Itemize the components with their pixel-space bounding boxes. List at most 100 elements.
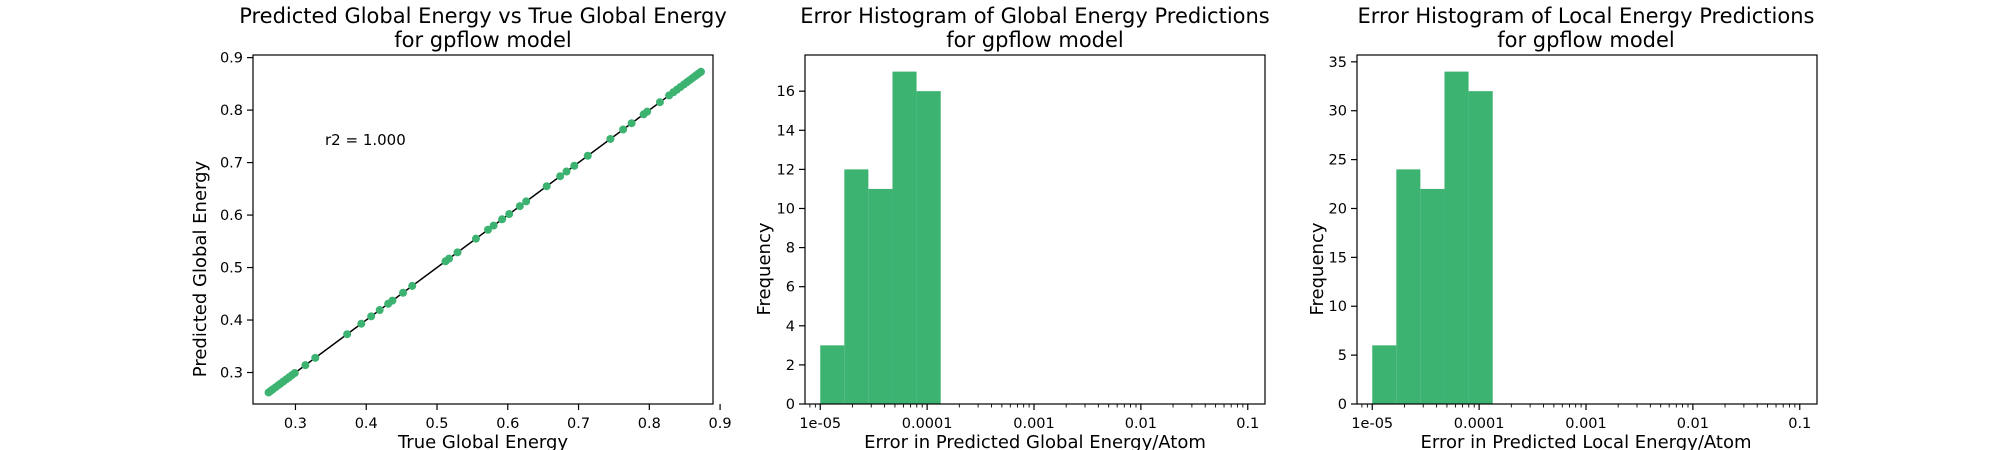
y-tick-label: 30	[1329, 104, 1347, 120]
x-tick-label: 0.3	[284, 416, 307, 432]
y-tick-label: 4	[786, 319, 795, 335]
y-tick-label: 0.5	[220, 261, 243, 277]
title-line: for gpflow model	[946, 28, 1124, 52]
y-tick-label: 0	[1338, 397, 1347, 413]
y-tick-label: 0.6	[220, 208, 243, 224]
scatter-point	[453, 248, 462, 257]
histogram-bar	[1372, 345, 1397, 404]
scatter-point	[498, 215, 507, 224]
scatter-point	[343, 330, 352, 339]
scatter-panel: Predicted Global Energy vs True Global E…	[190, 4, 732, 450]
y-tick-label: 10	[1329, 299, 1347, 315]
y-tick-label: 0.9	[220, 51, 243, 67]
y-tick-label: 15	[1329, 250, 1347, 266]
scatter-title: Predicted Global Energy vs True Global E…	[239, 4, 727, 52]
y-tick-label: 6	[786, 280, 795, 296]
title-line: for gpflow model	[1497, 28, 1675, 52]
axes-frame	[252, 54, 714, 405]
scatter-y-axis-label: Predicted Global Energy	[190, 160, 211, 377]
x-tick-label: 0.7	[567, 416, 590, 432]
scatter-point	[522, 197, 531, 206]
r2-annotation: r2 = 1.000	[325, 131, 406, 149]
x-tick-label: 0.001	[1565, 416, 1607, 432]
scatter-point	[483, 225, 492, 234]
scatter-point	[408, 281, 417, 290]
x-tick-label: 0.4	[355, 416, 378, 432]
scatter-point	[655, 98, 664, 107]
x-tick-label: 0.9	[709, 416, 732, 432]
histogram-bar	[892, 71, 917, 404]
global-histogram-y-axis-label: Frequency	[754, 222, 775, 315]
y-tick-label: 0.7	[220, 156, 243, 172]
scatter-point	[471, 234, 480, 243]
title-line: for gpflow model	[394, 28, 572, 52]
y-tick-label: 0.4	[220, 313, 243, 329]
x-tick-label: 0.1	[1788, 416, 1811, 432]
scatter-point	[301, 361, 310, 370]
title-line: Error Histogram of Global Energy Predict…	[800, 4, 1270, 28]
y-tick-label: 10	[777, 201, 795, 217]
y-tick-label: 8	[786, 241, 795, 257]
scatter-point	[643, 107, 652, 116]
y-tick-label: 20	[1329, 201, 1347, 217]
y-tick-label: 35	[1329, 55, 1347, 71]
x-tick-label: 0.0001	[1454, 416, 1505, 432]
x-tick-label: 0.0001	[902, 416, 953, 432]
histogram-bar	[1420, 188, 1445, 404]
scatter-point	[311, 353, 320, 362]
scatter-point	[542, 182, 551, 191]
y-tick-label: 5	[1338, 348, 1347, 364]
scatter-point	[399, 288, 408, 297]
y-tick-label: 16	[777, 84, 795, 100]
x-tick-label: 0.6	[496, 416, 519, 432]
scatter-point	[619, 125, 628, 134]
scatter-point	[696, 67, 705, 76]
global-histogram-x-axis-label: Error in Predicted Global Energy/Atom	[864, 432, 1206, 450]
scatter-point	[489, 221, 498, 230]
scatter-point	[556, 172, 565, 181]
scatter-point	[570, 161, 579, 170]
scatter-x-axis-label: True Global Energy	[397, 432, 568, 450]
x-tick-label: 0.01	[1677, 416, 1709, 432]
histogram-bar	[868, 188, 893, 404]
x-tick-label: 0.5	[425, 416, 448, 432]
y-tick-label: 14	[777, 123, 795, 139]
axes-frame	[804, 54, 1266, 405]
axes-frame	[1356, 54, 1818, 405]
y-tick-label: 0.8	[220, 103, 243, 119]
scatter-point	[583, 151, 592, 160]
scatter-point	[290, 369, 299, 378]
x-tick-label: 1e-05	[799, 416, 841, 432]
x-tick-label: 0.001	[1013, 416, 1055, 432]
global-error-histogram-panel: Error Histogram of Global Energy Predict…	[754, 4, 1270, 450]
scatter-point	[515, 202, 524, 211]
histogram-bar	[820, 345, 845, 404]
global-histogram-title: Error Histogram of Global Energy Predict…	[800, 4, 1270, 52]
y-tick-label: 0.3	[220, 366, 243, 382]
local-histogram-title: Error Histogram of Local Energy Predicti…	[1358, 4, 1815, 52]
x-tick-label: 0.01	[1125, 416, 1157, 432]
histogram-bar	[844, 169, 869, 404]
histogram-bar	[1468, 91, 1493, 404]
scatter-point	[627, 119, 636, 128]
scatter-point	[357, 319, 366, 328]
title-line: Predicted Global Energy vs True Global E…	[239, 4, 727, 28]
scatter-point	[445, 254, 454, 263]
scatter-point	[562, 167, 571, 176]
title-line: Error Histogram of Local Energy Predicti…	[1358, 4, 1815, 28]
y-tick-label: 25	[1329, 153, 1347, 169]
x-tick-label: 1e-05	[1351, 416, 1393, 432]
y-tick-label: 12	[777, 162, 795, 178]
local-error-histogram-panel: Error Histogram of Local Energy Predicti…	[1307, 4, 1818, 450]
histogram-bar	[1396, 169, 1421, 404]
scatter-point	[367, 312, 376, 321]
histogram-bar	[1444, 71, 1469, 404]
scatter-point	[606, 134, 615, 143]
scatter-point	[388, 296, 397, 305]
local-histogram-x-axis-label: Error in Predicted Local Energy/Atom	[1420, 432, 1751, 450]
y-tick-label: 2	[786, 358, 795, 374]
local-histogram-y-axis-label: Frequency	[1307, 222, 1328, 315]
histogram-bar	[916, 91, 941, 404]
scatter-point	[375, 306, 384, 315]
